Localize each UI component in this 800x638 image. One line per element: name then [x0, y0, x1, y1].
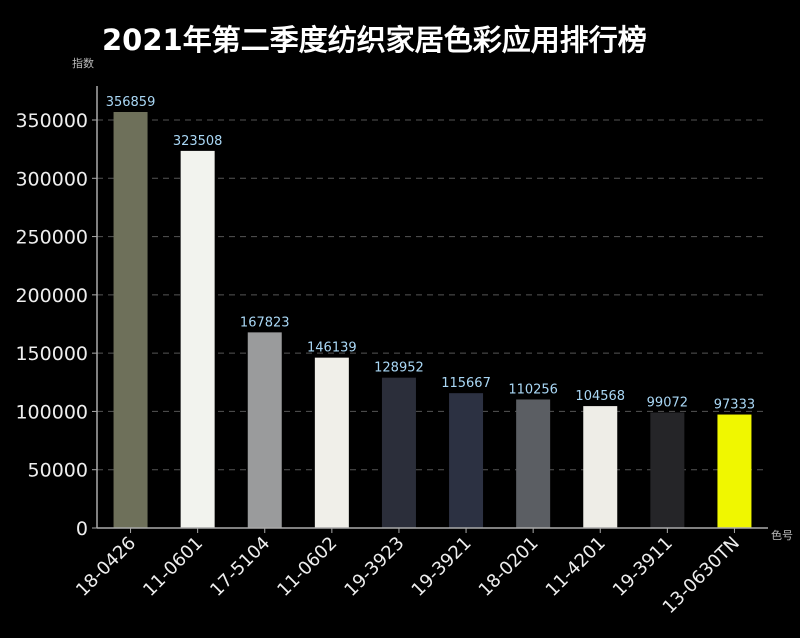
y-tick-label: 300000	[15, 168, 88, 190]
x-tick-label: 19-3921	[408, 533, 476, 601]
x-tick-label: 18-0426	[72, 533, 140, 601]
data-label: 110256	[508, 382, 558, 397]
bar	[113, 112, 148, 528]
y-tick-label: 200000	[15, 285, 88, 307]
y-tick-label: 0	[76, 518, 88, 540]
bar	[717, 414, 752, 528]
data-label: 323508	[173, 134, 223, 149]
x-axis-label: 色号	[771, 528, 793, 542]
bar	[381, 377, 416, 528]
y-tick-label: 100000	[15, 401, 88, 423]
data-label: 115667	[441, 376, 491, 391]
y-tick-label: 150000	[15, 343, 88, 365]
x-tick-label: 11-0602	[273, 533, 341, 601]
y-tick-label: 250000	[15, 227, 88, 249]
x-tick-label: 19-3923	[340, 533, 408, 601]
y-axis-label: 指数	[72, 56, 94, 70]
x-tick-label: 19-3911	[609, 533, 677, 601]
bar	[650, 412, 685, 528]
y-tick-label: 350000	[15, 110, 88, 132]
data-label: 146139	[307, 341, 357, 356]
data-label: 97333	[714, 398, 755, 413]
y-tick-label: 50000	[28, 460, 88, 482]
chart-title: 2021年第二季度纺织家居色彩应用排行榜	[102, 23, 647, 57]
bar	[180, 150, 215, 529]
data-label: 128952	[374, 361, 424, 376]
x-tick-label: 11-4201	[542, 533, 610, 601]
x-tick-label: 18-0201	[475, 533, 543, 601]
data-label: 99072	[647, 396, 688, 411]
x-tick-label: 11-0601	[139, 533, 207, 601]
bar	[247, 332, 282, 528]
data-label: 167823	[240, 315, 290, 330]
bar	[583, 406, 618, 528]
data-label: 104568	[575, 389, 625, 404]
bar	[516, 399, 551, 528]
x-tick-label: 17-5104	[206, 533, 274, 601]
bar	[449, 393, 484, 528]
bar	[314, 357, 349, 528]
data-label: 356859	[106, 95, 156, 110]
